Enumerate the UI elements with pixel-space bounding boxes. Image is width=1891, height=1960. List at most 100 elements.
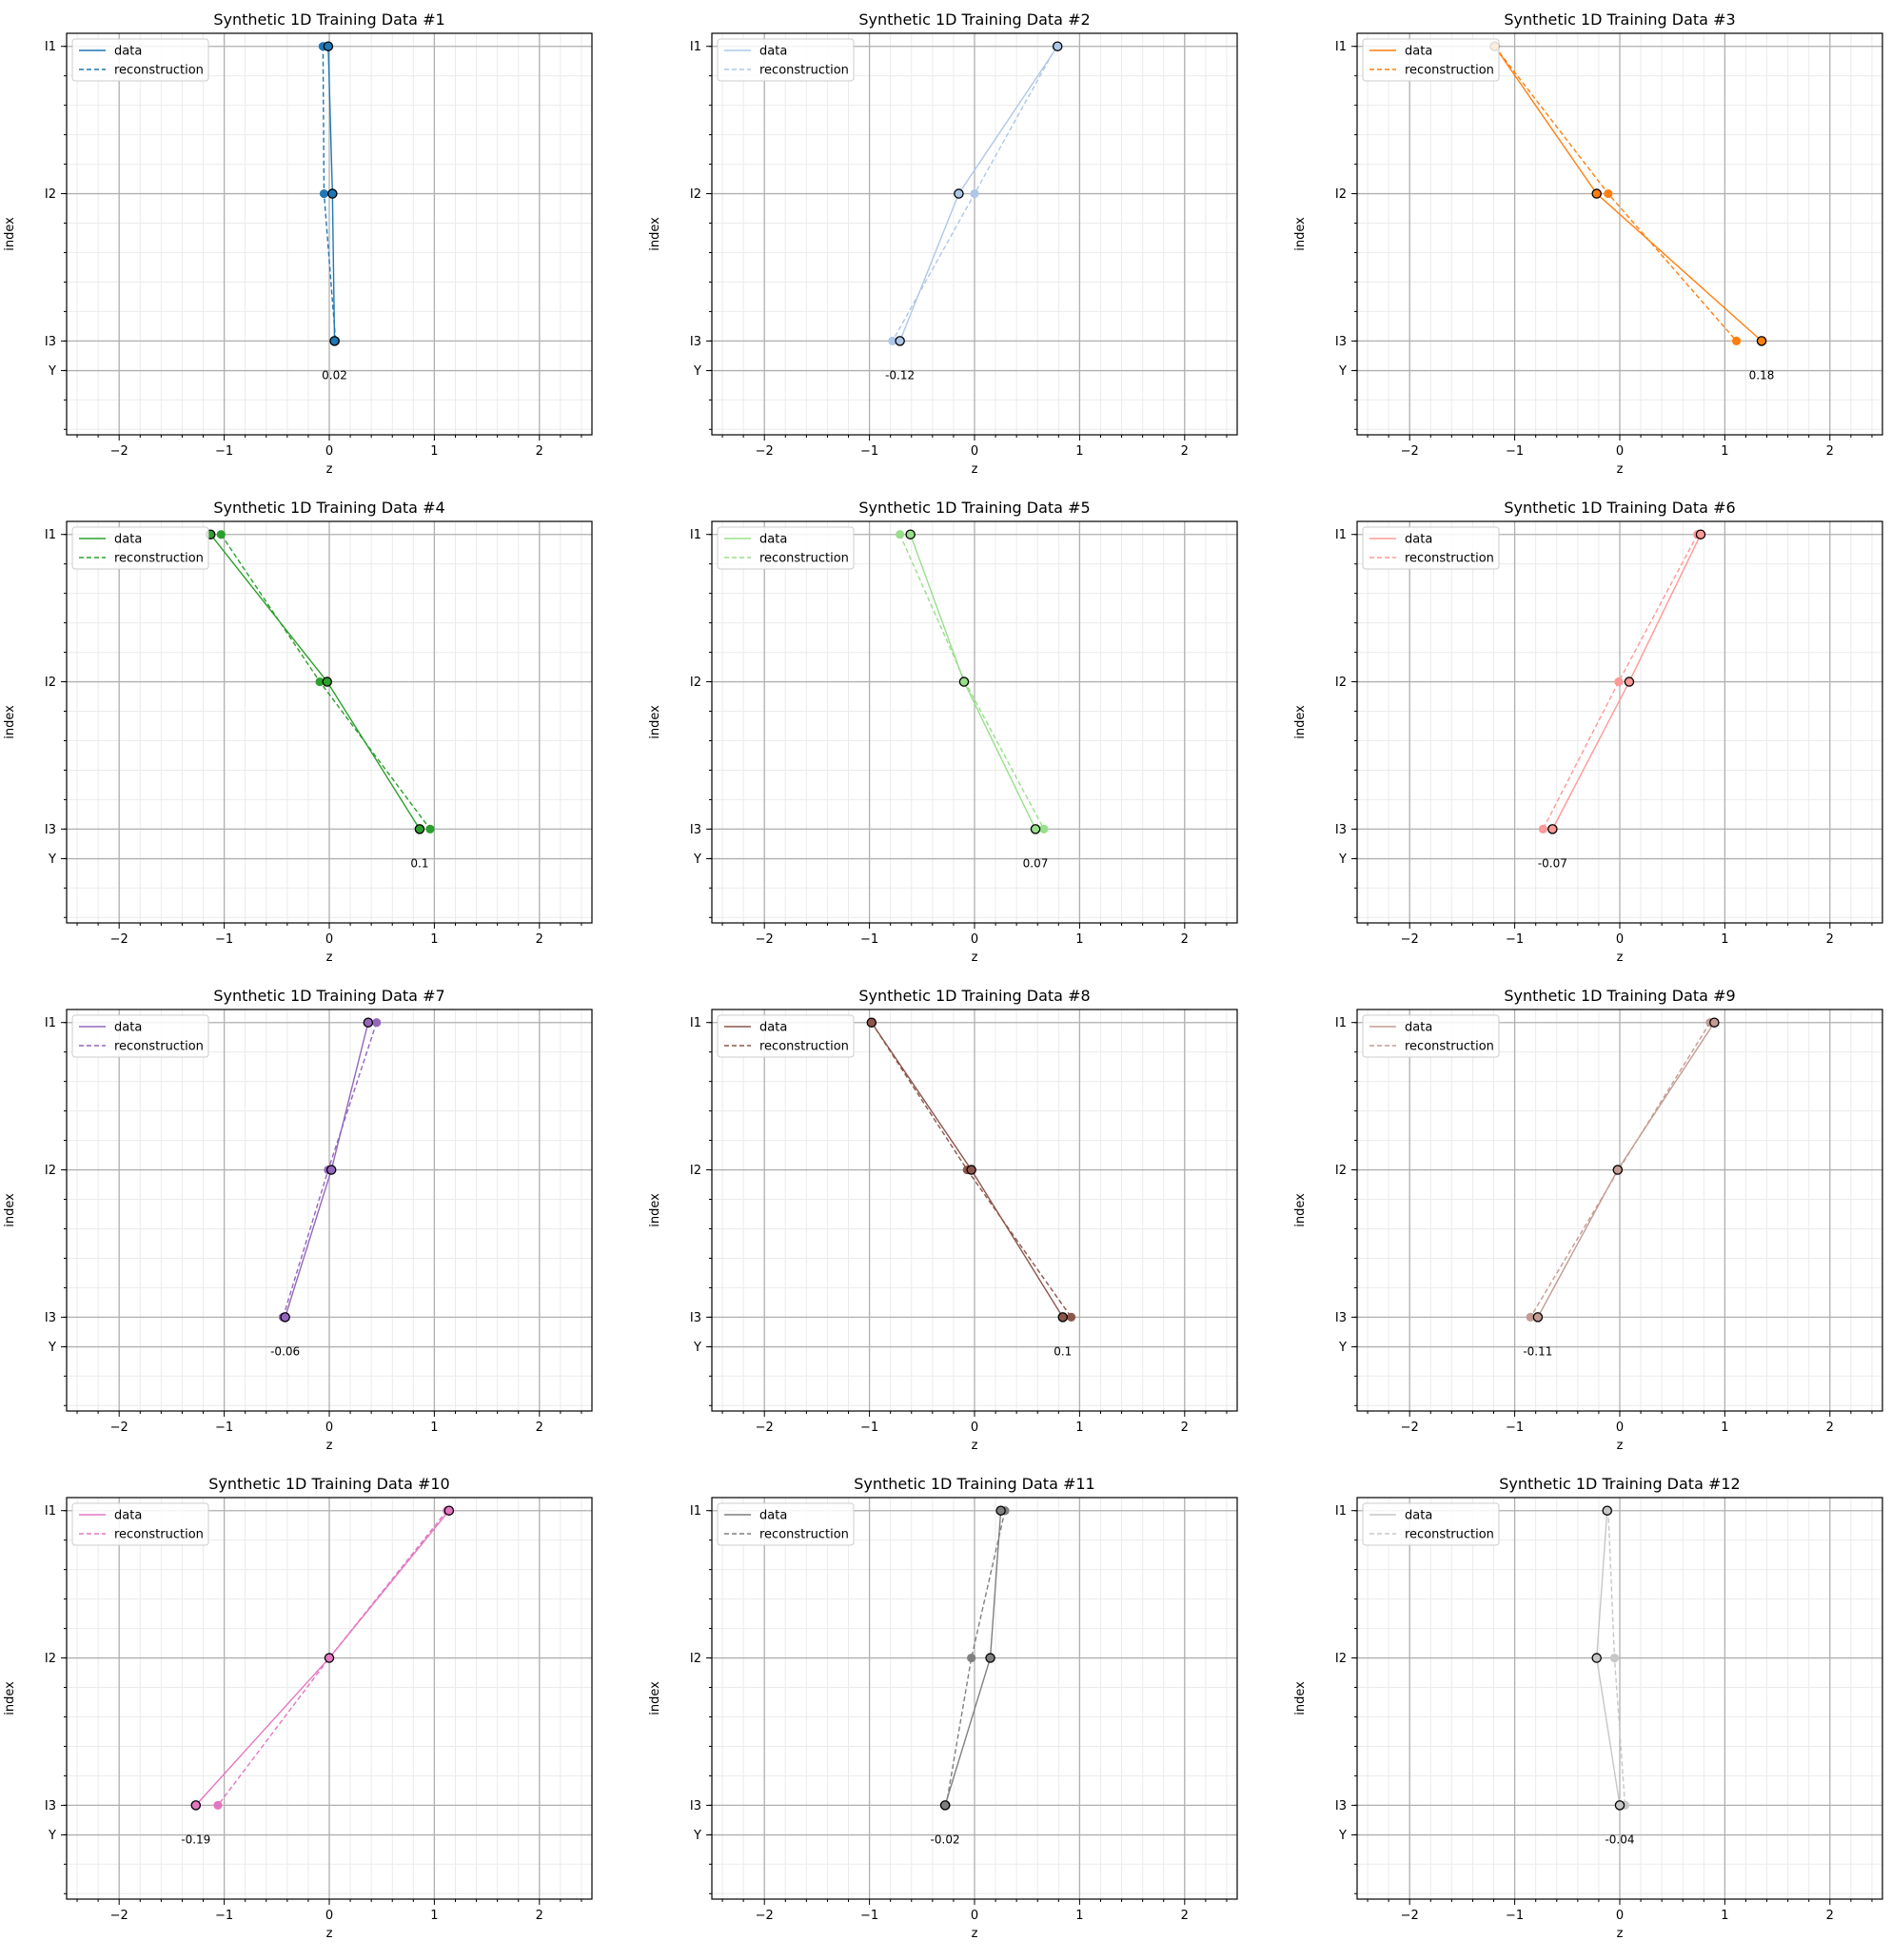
legend-data-label: data [759,45,787,59]
legend-data-label: data [759,533,787,547]
x-tick-label: 1 [1075,444,1083,459]
data-point [1709,1017,1720,1028]
x-tick-label: −2 [110,444,128,459]
y-tick-label: Y [1338,853,1347,867]
legend-data-label: data [1405,1021,1432,1035]
data-point [322,676,333,687]
reconstruction-point [1614,676,1624,687]
x-tick-label: −1 [1506,444,1524,459]
x-tick-label: −2 [110,1909,128,1923]
x-tick-label: −2 [1401,1421,1419,1435]
x-tick-label: 2 [1826,1909,1834,1923]
x-tick-label: −1 [860,932,878,947]
x-tick-label: −2 [756,444,774,459]
data-point [985,1653,995,1663]
data-point [866,1017,877,1028]
x-axis-label: z [326,951,333,965]
y-axis-label: index [3,1193,17,1227]
legend-data-label: data [114,45,142,59]
legend-reconstruction-label: reconstruction [1405,1040,1494,1054]
legend-box [717,1014,855,1058]
x-tick-label: −1 [1506,932,1524,947]
chart-panel-3: −2 −1 0 1 2 I1 I2 I3 Y Synthetic 1D Training Data… [1293,10,1883,477]
data-point [1030,824,1041,834]
legend-reconstruction-label: reconstruction [114,1528,204,1542]
chart-title: Synthetic 1D Training Data #8 [858,987,1090,1005]
data-point [324,1653,335,1663]
y-value-annotation: -0.04 [1605,1833,1634,1847]
y-axis-label: index [648,1193,662,1227]
x-tick-label: −1 [215,932,233,947]
x-tick-label: −1 [860,444,878,459]
reconstruction-point [425,824,435,833]
data-point [1612,1165,1624,1175]
y-tick-label: Y [1338,1829,1347,1843]
legend: data reconstruction [1362,1014,1500,1058]
legend-reconstruction-label: reconstruction [759,64,849,78]
legend: data reconstruction [71,38,209,82]
x-tick-label: 1 [1721,932,1728,947]
y-tick-label: I3 [1335,1311,1347,1325]
x-tick-label: 2 [1826,444,1834,459]
y-value-annotation: -0.02 [931,1833,960,1847]
reconstruction-line [1542,534,1699,830]
reconstruction-point [967,1653,976,1663]
y-value-annotation: -0.19 [181,1833,210,1847]
x-tick-label: 2 [1181,932,1189,947]
data-point [1602,1505,1613,1516]
y-tick-label: I3 [690,823,701,837]
legend-reconstruction-label: reconstruction [114,552,204,566]
y-tick-label: Y [693,853,701,867]
y-tick-label: I1 [45,528,56,542]
legend-reconstruction-label: reconstruction [1405,64,1494,78]
legend-box [1362,38,1500,82]
y-axis-label: index [648,217,662,251]
y-tick-label: I1 [1335,528,1347,542]
chart-title: Synthetic 1D Training Data #6 [1504,499,1735,517]
data-point [1695,529,1706,539]
data-point [958,676,970,687]
x-tick-label: 2 [1181,1909,1189,1923]
legend-reconstruction-label: reconstruction [114,1040,204,1054]
reconstruction-point [1609,1653,1620,1663]
y-tick-label: I1 [45,1504,56,1519]
legend: data reconstruction [717,38,855,82]
x-tick-label: 0 [971,444,978,459]
data-point [1532,1312,1544,1323]
chart-panel-5: −2 −1 0 1 2 I1 I2 I3 Y Synthetic 1D Training Data… [648,499,1238,965]
x-axis-label: z [326,1927,333,1941]
y-tick-label: I2 [690,1164,701,1178]
x-axis-label: z [1617,1439,1624,1453]
data-point [280,1312,290,1323]
x-tick-label: −2 [1401,444,1419,459]
x-tick-label: 0 [325,1421,333,1435]
plot-area: 0.1 [866,1017,1076,1359]
data-point [966,1165,976,1175]
y-tick-label: I2 [45,676,56,690]
x-tick-label: 2 [536,444,543,459]
reconstruction-point [1604,188,1613,199]
y-tick-label: I3 [690,335,701,349]
x-axis-label: z [972,1927,978,1941]
y-tick-label: Y [1338,364,1347,379]
x-axis-label: z [326,1439,333,1453]
x-tick-label: 0 [325,1909,333,1923]
y-tick-label: I2 [1335,187,1347,202]
chart-panel-6: −2 −1 0 1 2 I1 I2 I3 Y Synthetic 1D Training Data… [1293,499,1883,965]
y-tick-label: I2 [690,676,701,690]
legend-box [1362,526,1500,570]
data-point [1591,1653,1602,1663]
x-axis-label: z [972,462,978,477]
data-point [995,1505,1006,1516]
chart-title: Synthetic 1D Training Data #11 [854,1475,1094,1493]
plot-area: -0.19 [181,1505,455,1847]
legend: data reconstruction [71,526,209,570]
data-point [1756,336,1767,346]
y-axis-label: index [1293,1681,1308,1715]
reconstruction-line [945,1510,1006,1806]
y-tick-label: I1 [690,1016,701,1030]
data-point [1591,188,1602,199]
legend: data reconstruction [717,1502,855,1546]
legend-reconstruction-label: reconstruction [114,64,204,78]
x-tick-label: 2 [1181,1421,1189,1435]
